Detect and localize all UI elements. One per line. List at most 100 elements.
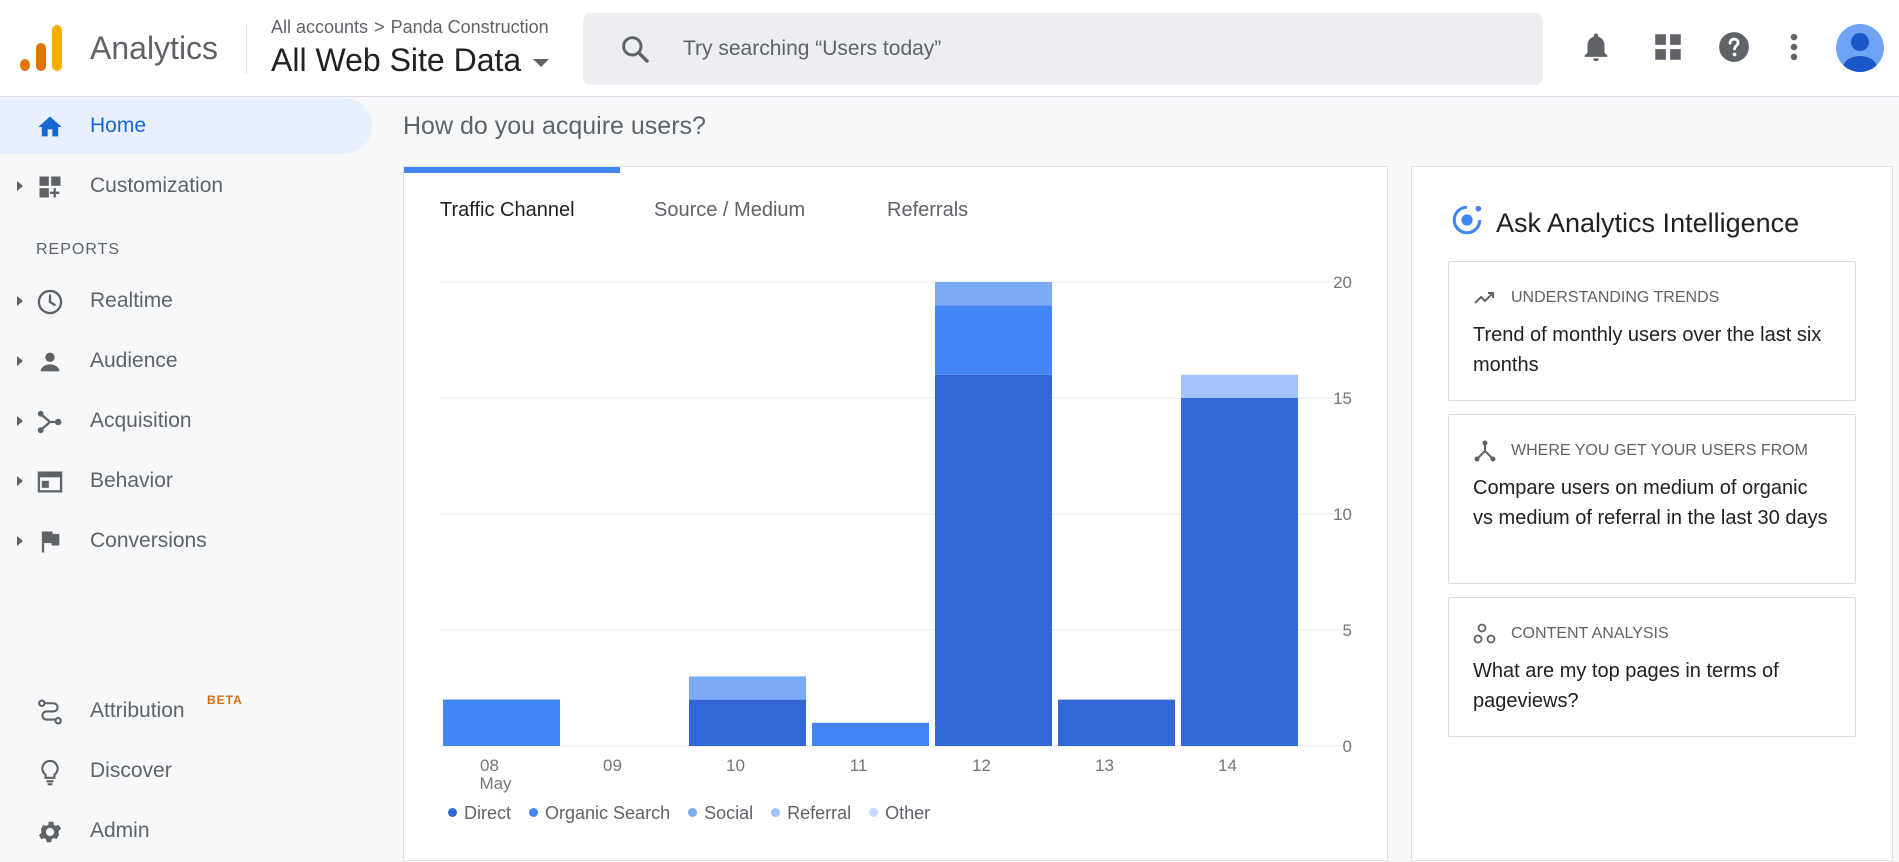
trending-up-icon bbox=[1474, 292, 1494, 304]
attribution-icon bbox=[38, 699, 62, 725]
beta-badge: BETA bbox=[207, 693, 243, 707]
sidebar-item-label: Home bbox=[90, 114, 147, 137]
sidebar-item-label: Realtime bbox=[90, 289, 173, 312]
x-tick-label: 09 bbox=[603, 756, 622, 775]
expand-arrow-icon[interactable] bbox=[17, 296, 23, 306]
more-vert-icon[interactable] bbox=[1777, 30, 1811, 64]
bar-segment bbox=[1058, 699, 1175, 746]
sidebar-item-home[interactable]: Home bbox=[0, 98, 372, 154]
legend-dot-icon bbox=[869, 807, 879, 817]
sidebar-item-attribution[interactable]: Attribution BETA bbox=[0, 683, 372, 739]
legend-item[interactable]: Referral bbox=[771, 803, 851, 824]
x-tick-label: 14 bbox=[1218, 756, 1237, 775]
question-card-sources[interactable]: WHERE YOU GET YOUR USERS FROM Compare us… bbox=[1448, 414, 1856, 584]
avatar[interactable] bbox=[1836, 24, 1884, 72]
x-tick-label: 11 bbox=[850, 756, 868, 775]
x-tick-label: 08 bbox=[480, 756, 499, 775]
sidebar-item-conversions[interactable]: Conversions bbox=[0, 513, 372, 569]
expand-arrow-icon[interactable] bbox=[17, 356, 23, 366]
user-avatar-icon bbox=[1843, 33, 1877, 72]
sidebar-item-admin[interactable]: Admin bbox=[0, 803, 372, 859]
apps-grid-icon[interactable] bbox=[1651, 30, 1685, 64]
question-text[interactable]: What are my top pages in terms of pagevi… bbox=[1473, 660, 1779, 712]
x-tick-sublabel: May bbox=[479, 774, 512, 793]
tab-referrals[interactable]: Referrals bbox=[887, 199, 969, 221]
sidebar-item-behavior[interactable]: Behavior bbox=[0, 453, 372, 509]
sidebar-item-discover[interactable]: Discover bbox=[0, 743, 372, 799]
sidebar-item-label: Discover bbox=[90, 759, 172, 782]
legend-dot-icon bbox=[771, 807, 781, 817]
legend-label: Referral bbox=[787, 803, 852, 823]
active-tab-indicator bbox=[404, 167, 620, 173]
ai-panel-title: Ask Analytics Intelligence bbox=[1496, 208, 1800, 238]
bell-icon[interactable] bbox=[1579, 30, 1613, 64]
analytics-logo-icon[interactable] bbox=[20, 25, 64, 71]
y-tick-label: 0 bbox=[1343, 737, 1352, 756]
legend-item[interactable]: Direct bbox=[448, 803, 511, 824]
sidebar-item-label: Acquisition bbox=[90, 409, 192, 432]
sidebar-item-label: Behavior bbox=[90, 469, 173, 492]
sidebar-item-label: Conversions bbox=[90, 529, 207, 552]
view-name[interactable]: All Web Site Data bbox=[271, 42, 522, 78]
search-input[interactable] bbox=[683, 31, 1503, 67]
clock-icon bbox=[37, 289, 63, 315]
dashboard-customize-icon bbox=[39, 176, 61, 198]
question-text[interactable]: Trend of monthly users over the last six… bbox=[1473, 324, 1822, 376]
tab-traffic-channel[interactable]: Traffic Channel bbox=[440, 199, 575, 221]
expand-arrow-icon[interactable] bbox=[17, 181, 23, 191]
sidebar-item-realtime[interactable]: Realtime bbox=[0, 273, 372, 329]
expand-arrow-icon[interactable] bbox=[17, 536, 23, 546]
legend-dot-icon bbox=[529, 807, 539, 817]
help-icon[interactable] bbox=[1717, 30, 1751, 64]
expand-arrow-icon[interactable] bbox=[17, 416, 23, 426]
sidebar-item-label: Admin bbox=[90, 819, 150, 842]
y-tick-label: 5 bbox=[1343, 621, 1352, 640]
y-tick-label: 10 bbox=[1333, 505, 1352, 524]
header-divider bbox=[246, 24, 247, 74]
bar-segment bbox=[689, 699, 806, 746]
legend-label: Organic Search bbox=[545, 803, 671, 823]
analytics-intelligence-icon bbox=[1452, 205, 1482, 235]
sidebar-item-customization[interactable]: Customization bbox=[0, 158, 372, 214]
chart-legend: Direct Organic Search Social Referral Other bbox=[448, 803, 948, 824]
legend-item[interactable]: Social bbox=[688, 803, 753, 824]
search-bar[interactable] bbox=[583, 13, 1543, 85]
tab-source-medium[interactable]: Source / Medium bbox=[654, 199, 806, 221]
y-tick-label: 20 bbox=[1333, 273, 1352, 292]
bar-segment bbox=[935, 305, 1052, 375]
sidebar-item-acquisition[interactable]: Acquisition bbox=[0, 393, 372, 449]
question-text[interactable]: Compare users on medium of organic vs me… bbox=[1473, 477, 1828, 529]
sidebar-item-label: Attribution bbox=[90, 699, 185, 722]
legend-item[interactable]: Organic Search bbox=[529, 803, 670, 824]
breadcrumb-property[interactable]: Panda Construction bbox=[390, 17, 549, 37]
question-card-content[interactable]: CONTENT ANALYSIS What are my top pages i… bbox=[1448, 597, 1856, 737]
flag-icon bbox=[41, 531, 60, 553]
breadcrumb[interactable]: All accounts > Panda Construction bbox=[271, 17, 549, 38]
legend-label: Social bbox=[704, 803, 754, 823]
reports-section-header: REPORTS bbox=[36, 241, 121, 258]
legend-label: Direct bbox=[464, 803, 512, 823]
question-card-trends[interactable]: UNDERSTANDING TRENDS Trend of monthly us… bbox=[1448, 261, 1856, 401]
person-icon bbox=[40, 352, 60, 372]
analytics-intelligence-card: Ask Analytics Intelligence UNDERSTANDING… bbox=[1411, 166, 1893, 861]
breadcrumb-account[interactable]: All accounts bbox=[271, 17, 369, 37]
bar-segment bbox=[1181, 374, 1298, 398]
home-icon bbox=[38, 116, 62, 137]
legend-item[interactable]: Other bbox=[869, 803, 930, 824]
search-icon[interactable] bbox=[619, 33, 651, 65]
question-category: UNDERSTANDING TRENDS bbox=[1511, 289, 1720, 306]
browser-window-icon bbox=[37, 471, 63, 493]
bar-segment bbox=[935, 374, 1052, 746]
view-selector[interactable]: All Web Site Data bbox=[271, 42, 550, 79]
acquisition-fork-icon bbox=[37, 410, 62, 434]
question-category: CONTENT ANALYSIS bbox=[1511, 625, 1669, 642]
x-tick-label: 10 bbox=[726, 756, 745, 775]
bar-segment bbox=[935, 282, 1052, 306]
page-title: How do you acquire users? bbox=[403, 112, 706, 140]
acquisition-card: Traffic Channel Source / Medium Referral… bbox=[403, 166, 1388, 861]
sidebar-item-audience[interactable]: Audience bbox=[0, 333, 372, 389]
bar-segment bbox=[1181, 398, 1298, 746]
expand-arrow-icon[interactable] bbox=[17, 476, 23, 486]
caret-down-icon[interactable] bbox=[533, 58, 550, 67]
